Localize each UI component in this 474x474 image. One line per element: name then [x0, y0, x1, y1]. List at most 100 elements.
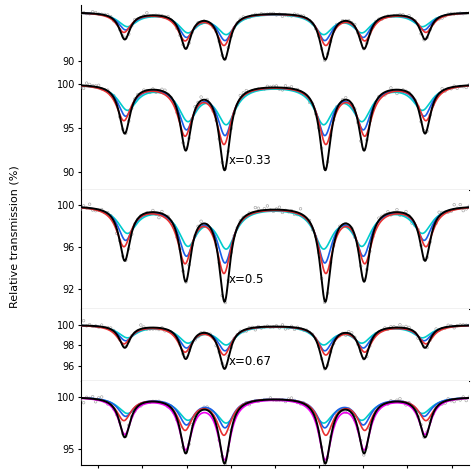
Point	[113, 19, 120, 27]
Point	[315, 248, 322, 256]
Point	[86, 321, 93, 328]
Point	[408, 15, 416, 23]
Point	[387, 397, 395, 404]
Point	[309, 408, 316, 416]
Point	[445, 395, 452, 402]
Point	[252, 10, 259, 18]
Point	[456, 396, 464, 404]
Point	[179, 350, 187, 358]
Point	[266, 324, 274, 331]
Point	[445, 10, 452, 18]
Point	[454, 395, 461, 403]
Point	[158, 12, 166, 19]
Point	[414, 334, 422, 342]
Point	[101, 398, 109, 405]
Point	[339, 407, 346, 414]
Point	[95, 10, 102, 18]
Point	[170, 331, 178, 338]
Point	[149, 398, 157, 405]
Point	[80, 84, 87, 92]
Point	[309, 100, 316, 108]
Point	[224, 277, 232, 284]
Point	[447, 322, 455, 329]
Point	[261, 205, 268, 212]
Point	[324, 158, 331, 165]
Point	[77, 321, 84, 329]
Point	[239, 213, 247, 221]
Point	[351, 416, 358, 424]
Point	[261, 396, 268, 403]
Point	[387, 211, 395, 219]
Point	[92, 9, 100, 16]
Point	[92, 82, 100, 90]
Point	[176, 32, 184, 39]
Point	[282, 11, 289, 18]
Point	[411, 406, 419, 414]
Point	[330, 116, 337, 124]
Point	[336, 20, 344, 27]
Point	[306, 217, 313, 224]
Point	[306, 403, 313, 411]
Point	[357, 437, 365, 444]
Point	[155, 11, 163, 19]
Point	[405, 89, 413, 97]
Point	[80, 202, 87, 210]
Point	[463, 321, 470, 329]
Point	[255, 323, 262, 330]
Point	[363, 265, 371, 273]
Point	[125, 245, 133, 253]
Point	[435, 400, 443, 408]
Point	[300, 326, 307, 334]
Point	[354, 425, 362, 433]
Point	[224, 447, 232, 454]
Point	[447, 85, 455, 92]
Point	[294, 11, 301, 18]
Point	[372, 223, 380, 231]
Point	[131, 95, 138, 103]
Point	[363, 136, 371, 144]
Point	[357, 263, 365, 270]
Point	[387, 323, 395, 330]
Point	[104, 11, 111, 19]
Point	[441, 400, 449, 407]
Point	[101, 209, 109, 216]
Point	[98, 10, 105, 18]
Point	[312, 233, 319, 240]
Point	[354, 340, 362, 348]
Point	[149, 12, 157, 19]
Point	[369, 416, 377, 423]
Point	[324, 289, 331, 297]
Point	[246, 14, 253, 21]
Point	[378, 212, 386, 220]
Point	[119, 340, 127, 348]
Point	[297, 325, 304, 332]
Point	[191, 416, 199, 423]
Point	[134, 402, 142, 410]
Point	[384, 89, 392, 96]
Point	[89, 206, 96, 214]
Point	[146, 399, 154, 406]
Point	[270, 396, 277, 404]
Point	[80, 317, 87, 324]
Point	[324, 50, 331, 58]
Point	[125, 421, 133, 429]
Point	[420, 255, 428, 263]
Point	[221, 55, 229, 63]
Point	[104, 86, 111, 94]
Point	[230, 24, 238, 31]
Point	[438, 14, 446, 22]
Point	[185, 347, 193, 355]
Point	[465, 81, 473, 88]
Point	[125, 337, 133, 345]
Point	[273, 82, 280, 90]
Point	[279, 396, 286, 404]
Point	[131, 16, 138, 23]
Point	[89, 393, 96, 401]
Point	[435, 90, 443, 98]
Point	[264, 10, 271, 18]
Point	[390, 209, 398, 217]
Point	[321, 365, 328, 373]
Point	[98, 321, 105, 329]
Point	[201, 17, 208, 25]
Point	[164, 327, 172, 335]
